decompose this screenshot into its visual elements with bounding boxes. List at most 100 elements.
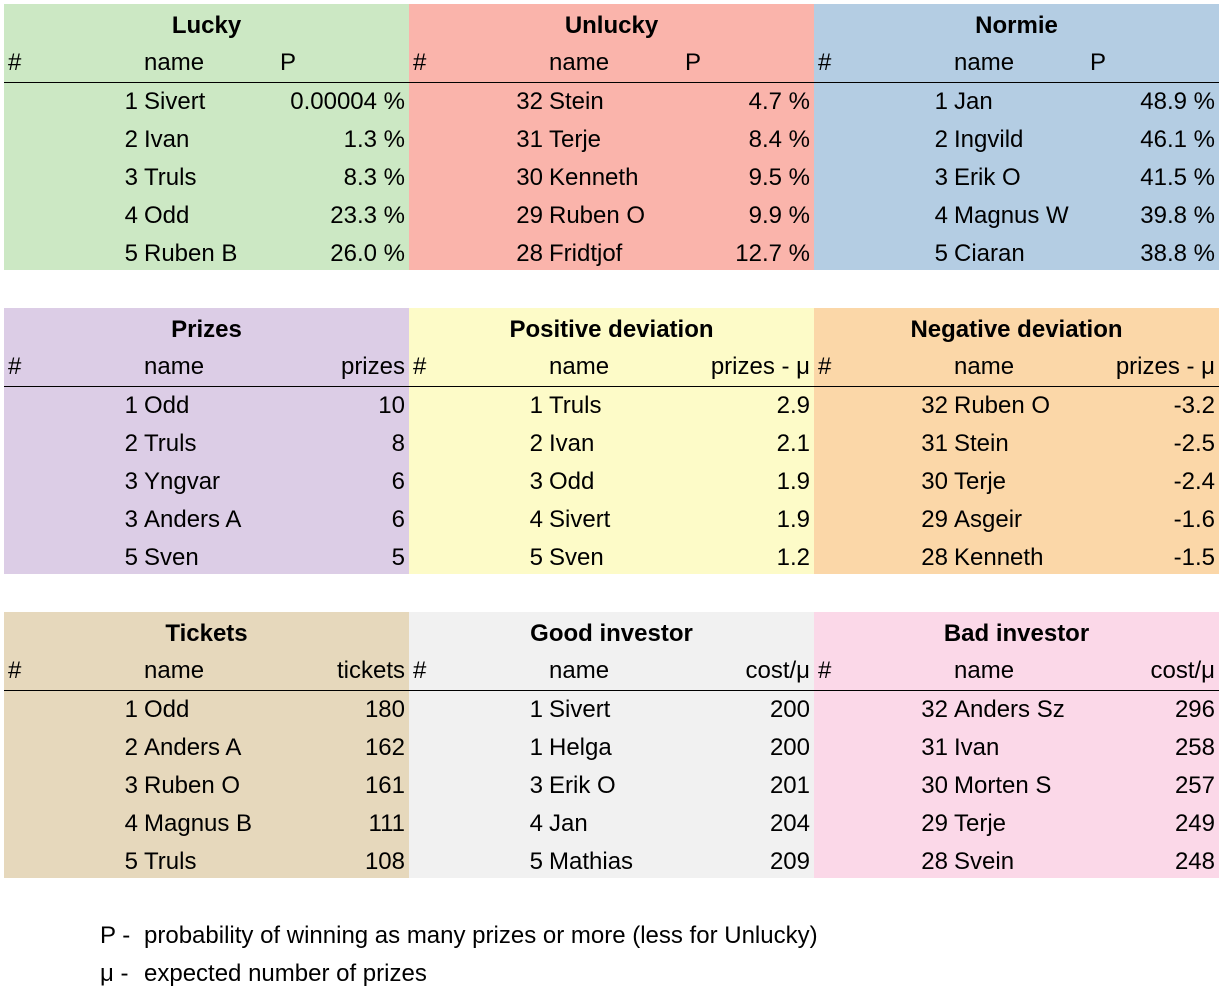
table-title: Normie bbox=[975, 12, 1058, 39]
row-value: 6 bbox=[391, 506, 405, 533]
row-value: 4.7 % bbox=[748, 88, 810, 115]
row-rank: 31 bbox=[921, 430, 948, 457]
header-name: name bbox=[144, 49, 205, 76]
row-name: Truls bbox=[549, 392, 602, 419]
row-rank: 5 bbox=[124, 848, 138, 875]
row-value: 46.1 % bbox=[1140, 126, 1215, 153]
row-name: Odd bbox=[144, 696, 190, 723]
row-name: Jan bbox=[954, 88, 993, 115]
header-rank: # bbox=[8, 49, 22, 76]
row-rank: 4 bbox=[124, 810, 138, 837]
row-rank: 3 bbox=[124, 468, 138, 495]
table-row: 29 Ruben O 9.9 % bbox=[409, 197, 814, 235]
table-row: 2 Ingvild 46.1 % bbox=[814, 121, 1219, 159]
row-rank: 5 bbox=[124, 544, 138, 571]
table-row: 1 Jan 48.9 % bbox=[814, 83, 1219, 121]
row-rank: 4 bbox=[529, 506, 543, 533]
row-rank: 3 bbox=[124, 772, 138, 799]
row-rank: 3 bbox=[124, 506, 138, 533]
row-value: 2.9 bbox=[776, 392, 810, 419]
table-title: Bad investor bbox=[943, 620, 1090, 647]
row-name: Sivert bbox=[144, 88, 206, 115]
header-name: name bbox=[954, 657, 1015, 684]
table-header: # name P bbox=[409, 44, 814, 83]
row-rank: 5 bbox=[124, 240, 138, 267]
row-value: 204 bbox=[769, 810, 810, 837]
row-value: 257 bbox=[1174, 772, 1215, 799]
row-name: Magnus W bbox=[954, 202, 1069, 229]
header-name: name bbox=[549, 657, 610, 684]
table-row: 5 Sven 5 bbox=[4, 539, 409, 577]
row-name: Anders A bbox=[144, 506, 242, 533]
table-row: 28 Fridtjof 12.7 % bbox=[409, 235, 814, 273]
table-row: 29 Terje 249 bbox=[814, 805, 1219, 843]
table-title: Prizes bbox=[171, 316, 242, 343]
row-rank: 3 bbox=[529, 772, 543, 799]
row-name: Ruben O bbox=[144, 772, 241, 799]
table-row: 3 Odd 1.9 bbox=[409, 463, 814, 501]
row-name: Ruben O bbox=[954, 392, 1051, 419]
row-name: Sivert bbox=[549, 696, 611, 723]
row-name: Jan bbox=[549, 810, 588, 837]
row-rank: 2 bbox=[124, 430, 138, 457]
table-row: 32 Anders Sz 296 bbox=[814, 691, 1219, 729]
table-normie: Normie # name P 1 Jan 48.9 % 2 Ingvild 46.1 % 3 Eri… bbox=[814, 4, 1219, 270]
table-rows: 1 Odd 10 2 Truls 8 3 Yngvar 6 3 Anders A 6 5 Sven 5 bbox=[4, 387, 409, 577]
row-rank: 3 bbox=[529, 468, 543, 495]
table-negative-deviation: Negative deviation # name prizes - μ 32 Ruben… bbox=[814, 308, 1219, 574]
row-name: Ingvild bbox=[954, 126, 1024, 153]
row-name: Fridtjof bbox=[549, 240, 623, 267]
table-row: 5 Ciaran 38.8 % bbox=[814, 235, 1219, 273]
row-value: 1.3 % bbox=[343, 126, 405, 153]
row-rank: 2 bbox=[934, 126, 948, 153]
row-rank: 1 bbox=[934, 88, 948, 115]
header-value: prizes bbox=[340, 353, 405, 380]
row-name: Sivert bbox=[549, 506, 611, 533]
table-row: 4 Odd 23.3 % bbox=[4, 197, 409, 235]
row-rank: 2 bbox=[124, 734, 138, 761]
row-value: 201 bbox=[769, 772, 810, 799]
table-row: 5 Sven 1.2 bbox=[409, 539, 814, 577]
table-row: 28 Svein 248 bbox=[814, 843, 1219, 881]
row-rank: 28 bbox=[921, 848, 948, 875]
row-value: 1.9 bbox=[776, 506, 810, 533]
footnote-symbol: P - bbox=[100, 922, 131, 949]
table-rows: 1 Sivert 0.00004 % 2 Ivan 1.3 % 3 Truls 8.3 % 4 Od… bbox=[4, 83, 409, 273]
row-rank: 5 bbox=[934, 240, 948, 267]
table-prizes: Prizes # name prizes 1 Odd 10 2 Truls 8 3 Yngvar 6 3 A… bbox=[4, 308, 409, 574]
header-value: prizes - μ bbox=[710, 353, 810, 380]
header-value: tickets bbox=[336, 657, 405, 684]
header-value: P bbox=[280, 49, 297, 76]
row-value: 26.0 % bbox=[330, 240, 405, 267]
table-unlucky: Unlucky # name P 32 Stein 4.7 % 31 Terje 8.4 % 30 K… bbox=[409, 4, 814, 270]
row-name: Morten S bbox=[954, 772, 1052, 799]
row-value: 1.2 bbox=[776, 544, 810, 571]
table-header: # name P bbox=[4, 44, 409, 83]
row-name: Odd bbox=[144, 202, 190, 229]
table-row: 3 Ruben O 161 bbox=[4, 767, 409, 805]
header-rank: # bbox=[8, 657, 22, 684]
table-row: 1 Sivert 200 bbox=[409, 691, 814, 729]
table-row: 31 Ivan 258 bbox=[814, 729, 1219, 767]
footnote-text: expected number of prizes bbox=[144, 960, 427, 987]
table-title: Good investor bbox=[530, 620, 693, 647]
table-row: 28 Kenneth -1.5 bbox=[814, 539, 1219, 577]
header-rank: # bbox=[818, 657, 832, 684]
row-rank: 1 bbox=[124, 88, 138, 115]
row-value: 8.4 % bbox=[748, 126, 810, 153]
row-value: 48.9 % bbox=[1140, 88, 1215, 115]
table-row: 1 Odd 10 bbox=[4, 387, 409, 425]
table-row: 32 Stein 4.7 % bbox=[409, 83, 814, 121]
table-row: 30 Morten S 257 bbox=[814, 767, 1219, 805]
row-rank: 32 bbox=[921, 696, 948, 723]
table-row: 29 Asgeir -1.6 bbox=[814, 501, 1219, 539]
row-value: -3.2 bbox=[1173, 392, 1215, 419]
row-name: Truls bbox=[144, 430, 197, 457]
row-value: 5 bbox=[391, 544, 405, 571]
row-name: Magnus B bbox=[144, 810, 253, 837]
table-row: 5 Ruben B 26.0 % bbox=[4, 235, 409, 273]
table-row: 3 Yngvar 6 bbox=[4, 463, 409, 501]
table-title: Negative deviation bbox=[910, 316, 1123, 343]
table-rows: 1 Odd 180 2 Anders A 162 3 Ruben O 161 4 Magnus B 1… bbox=[4, 691, 409, 881]
row-name: Stein bbox=[954, 430, 1009, 457]
